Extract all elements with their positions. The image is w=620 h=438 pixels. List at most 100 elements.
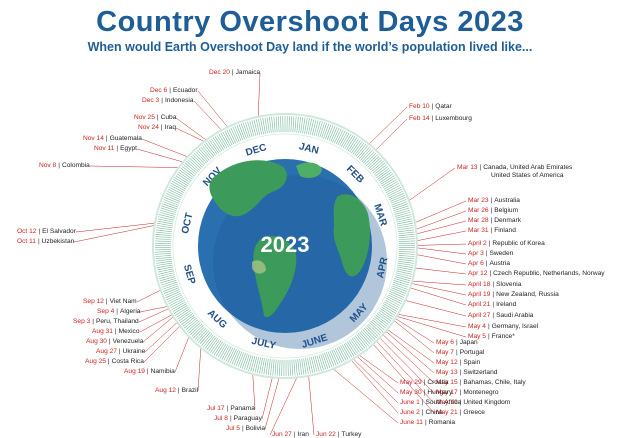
day-tick	[155, 240, 172, 242]
day-tick	[382, 179, 397, 188]
country-overshoot-label: April 18 | Slovenia	[468, 281, 521, 289]
country-overshoot-label: Nov 24 | Iraq	[138, 124, 176, 132]
day-tick	[176, 308, 190, 318]
leader-line	[378, 337, 435, 394]
leader-line	[174, 335, 190, 373]
day-tick	[228, 128, 236, 144]
leader-line	[75, 222, 157, 233]
day-tick	[174, 177, 189, 187]
leader-line	[197, 346, 202, 392]
overshoot-date: June 1	[400, 399, 420, 406]
day-tick	[328, 125, 336, 141]
day-tick	[261, 358, 265, 374]
separator: |	[231, 69, 234, 76]
day-tick	[191, 325, 204, 337]
country-overshoot-label: May 7 | Portugal	[436, 349, 484, 357]
day-tick	[181, 314, 195, 325]
day-tick	[369, 159, 383, 171]
day-tick	[393, 281, 409, 288]
day-tick	[159, 211, 175, 217]
day-tick	[292, 116, 295, 133]
overshoot-date: Aug 31	[92, 328, 113, 335]
day-tick	[312, 356, 318, 373]
overshoot-date: Apr 12	[468, 270, 488, 277]
country-overshoot-label: Mar 31 | Finland	[468, 227, 516, 235]
day-tick	[324, 352, 331, 369]
country-names: Bolivia	[245, 425, 266, 432]
day-tick	[155, 231, 172, 235]
day-tick	[374, 166, 389, 177]
separator: |	[116, 308, 118, 315]
country-overshoot-label: April 2 | Republic of Korea	[468, 240, 545, 248]
leader-line	[358, 354, 399, 384]
separator: |	[485, 260, 488, 267]
country-overshoot-label: May 19 | United Kingdom	[436, 399, 510, 407]
day-tick	[290, 116, 293, 133]
day-tick	[209, 139, 220, 154]
day-tick	[381, 177, 396, 187]
day-tick	[386, 186, 402, 195]
day-tick	[155, 256, 172, 260]
day-tick	[248, 355, 254, 371]
separator: |	[492, 301, 495, 308]
separator: |	[421, 409, 424, 416]
country-overshoot-label: May 29 | Croatia	[400, 379, 449, 387]
day-tick	[367, 156, 380, 168]
day-tick	[363, 327, 376, 340]
separator: |	[58, 162, 60, 169]
day-tick	[340, 345, 349, 360]
day-tick	[342, 133, 352, 149]
day-tick	[351, 338, 362, 352]
day-tick	[170, 183, 186, 192]
day-tick	[385, 184, 401, 193]
separator: |	[293, 431, 296, 438]
day-tick	[347, 137, 358, 152]
separator: |	[169, 87, 171, 94]
day-tick	[207, 141, 218, 155]
month-label: JAN	[298, 141, 320, 156]
separator: |	[108, 338, 111, 345]
day-tick	[186, 320, 200, 332]
day-tick	[259, 357, 263, 374]
day-tick	[398, 258, 415, 262]
day-tick	[237, 352, 245, 368]
leader-line	[257, 72, 261, 118]
day-tick	[367, 323, 381, 336]
leader-line	[368, 106, 408, 146]
day-tick	[299, 359, 303, 375]
day-tick	[212, 137, 223, 152]
day-tick	[384, 301, 399, 310]
day-tick	[212, 340, 222, 354]
separator: |	[455, 339, 458, 346]
day-tick	[331, 349, 339, 365]
day-tick	[216, 135, 226, 150]
day-tick	[190, 156, 203, 168]
overshoot-date: April 19	[468, 291, 491, 298]
day-tick	[348, 340, 358, 354]
leader-line	[197, 90, 229, 129]
day-tick	[161, 203, 178, 210]
country-overshoot-label: Nov 11 | Egypt	[94, 145, 137, 153]
day-tick	[263, 358, 267, 375]
leader-line	[332, 367, 399, 424]
separator: |	[459, 399, 462, 406]
day-tick	[376, 167, 390, 179]
overshoot-date: Sep 3	[73, 318, 91, 325]
country-overshoot-label: Aug 27 | Ukraine	[96, 348, 145, 356]
day-tick	[159, 274, 175, 279]
day-tick	[352, 141, 363, 155]
leader-line	[404, 299, 467, 317]
day-tick	[398, 229, 415, 233]
day-tick	[238, 124, 245, 140]
country-names: Ecuador	[172, 87, 198, 94]
day-tick	[159, 209, 176, 215]
country-names: Saudi Arabia	[496, 312, 534, 319]
separator: |	[421, 399, 424, 406]
day-tick	[371, 319, 385, 331]
country-overshoot-label: Jun 22 | Turkey	[316, 431, 361, 438]
day-tick	[245, 122, 251, 138]
day-tick	[397, 227, 414, 231]
country-overshoot-label: Aug 30 | Venezuela	[86, 338, 143, 346]
ring-outer-band	[152, 113, 418, 379]
country-names: Iraq	[164, 124, 176, 131]
